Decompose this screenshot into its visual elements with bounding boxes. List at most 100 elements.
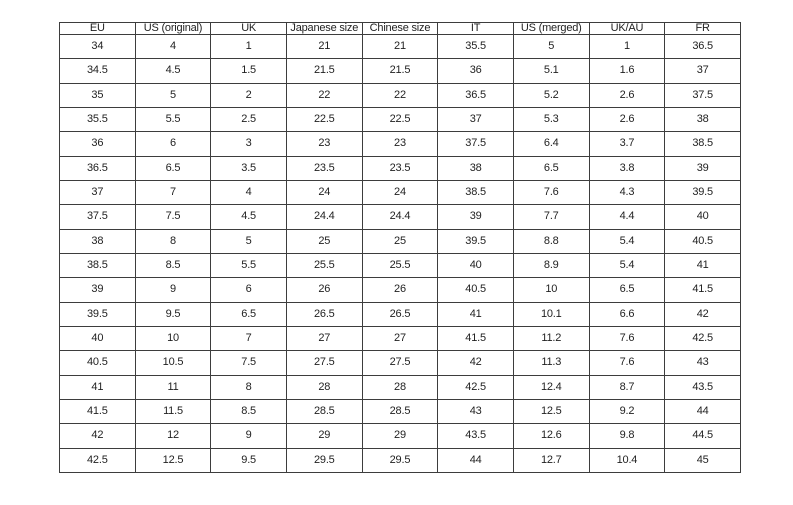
table-cell: 22.5 — [361, 106, 439, 133]
table-row: 40 10 7 27 27 41.5 11.2 7.6 42.5 — [59, 325, 741, 352]
table-cell: 26 — [285, 277, 363, 303]
table-cell: 23.5 — [285, 155, 363, 181]
table-cell: 27.5 — [361, 350, 439, 376]
table-cell: 7 — [210, 325, 287, 352]
table-cell: 1.6 — [588, 58, 666, 84]
table-cell: 10 — [134, 325, 212, 352]
table-cell: 41.5 — [664, 277, 741, 303]
table-row: 42 12 9 29 29 43.5 12.6 9.8 44.5 — [59, 423, 741, 449]
table-cell: 5.1 — [512, 58, 590, 84]
table-cell: 35.5 — [59, 106, 136, 133]
table-cell: 36 — [59, 131, 136, 157]
table-cell: 2.6 — [588, 106, 666, 133]
table-row: 34 4 1 21 21 35.5 5 1 36.5 — [59, 33, 741, 60]
table-cell: 4 — [210, 179, 287, 206]
table-cell: 44 — [437, 447, 514, 474]
column-header-eu: EU — [59, 22, 136, 35]
table-cell: 25 — [361, 228, 439, 254]
column-header-it: IT — [437, 22, 514, 35]
table-cell: 34.5 — [59, 58, 136, 84]
table-cell: 39 — [59, 277, 136, 303]
table-cell: 8.5 — [210, 398, 287, 425]
table-cell: 7 — [134, 179, 212, 206]
header-row: EU US (original) UK Japanese size Chinese si… — [59, 22, 741, 35]
table-cell: 44 — [664, 398, 741, 425]
table-cell: 41 — [664, 252, 741, 279]
table-cell: 22 — [285, 82, 363, 108]
table-cell: 36.5 — [59, 155, 136, 181]
table-row: 35 5 2 22 22 36.5 5.2 2.6 37.5 — [59, 82, 741, 108]
table-cell: 5.2 — [512, 82, 590, 108]
table-row: 39 9 6 26 26 40.5 10 6.5 41.5 — [59, 277, 741, 303]
table-row: 37 7 4 24 24 38.5 7.6 4.3 39.5 — [59, 179, 741, 206]
table-cell: 11.2 — [512, 325, 590, 352]
table-cell: 3 — [210, 131, 287, 157]
table-cell: 29 — [285, 423, 363, 449]
table-cell: 22.5 — [285, 106, 363, 133]
table-row: 36.5 6.5 3.5 23.5 23.5 38 6.5 3.8 39 — [59, 155, 741, 181]
table-row: 38 8 5 25 25 39.5 8.8 5.4 40.5 — [59, 228, 741, 254]
table-cell: 7.6 — [588, 350, 666, 376]
table-cell: 21 — [285, 33, 363, 60]
table-cell: 7.6 — [588, 325, 666, 352]
table-cell: 29.5 — [285, 447, 363, 474]
table-cell: 5.4 — [588, 252, 666, 279]
table-cell: 26.5 — [361, 301, 439, 327]
table-cell: 38.5 — [664, 131, 741, 157]
table-cell: 36.5 — [437, 82, 514, 108]
table-cell: 1 — [210, 33, 287, 60]
table-cell: 10 — [512, 277, 590, 303]
column-header-fr: FR — [664, 22, 741, 35]
table-row: 37.5 7.5 4.5 24.4 24.4 39 7.7 4.4 40 — [59, 204, 741, 230]
table-cell: 43 — [664, 350, 741, 376]
table-cell: 23.5 — [361, 155, 439, 181]
table-cell: 5.5 — [210, 252, 287, 279]
table-cell: 8.5 — [134, 252, 212, 279]
table-cell: 9.5 — [210, 447, 287, 474]
table-cell: 23 — [361, 131, 439, 157]
table-cell: 2 — [210, 82, 287, 108]
table-cell: 40 — [664, 204, 741, 230]
table-cell: 8 — [210, 374, 287, 400]
table-cell: 39 — [437, 204, 514, 230]
table-cell: 24 — [285, 179, 363, 206]
table-cell: 41 — [437, 301, 514, 327]
table-cell: 9 — [210, 423, 287, 449]
table-cell: 6.6 — [588, 301, 666, 327]
table-cell: 10.5 — [134, 350, 212, 376]
column-header-us-merged: US (merged) — [512, 22, 590, 35]
table-cell: 37.5 — [437, 131, 514, 157]
table-cell: 28 — [361, 374, 439, 400]
table-cell: 11 — [134, 374, 212, 400]
table-cell: 4.3 — [588, 179, 666, 206]
table-row: 42.5 12.5 9.5 29.5 29.5 44 12.7 10.4 45 — [59, 447, 741, 474]
table-cell: 28 — [285, 374, 363, 400]
table-cell: 12.5 — [134, 447, 212, 474]
table-cell: 10.4 — [588, 447, 666, 474]
table-cell: 41.5 — [437, 325, 514, 352]
table-cell: 42.5 — [664, 325, 741, 352]
table-cell: 6.5 — [588, 277, 666, 303]
table-cell: 1.5 — [210, 58, 287, 84]
table-cell: 1 — [588, 33, 666, 60]
table-cell: 42 — [664, 301, 741, 327]
table-cell: 28.5 — [361, 398, 439, 425]
table-cell: 26 — [361, 277, 439, 303]
table-cell: 42.5 — [437, 374, 514, 400]
table-cell: 7.6 — [512, 179, 590, 206]
column-header-uk-au: UK/AU — [588, 22, 666, 35]
table-cell: 3.5 — [210, 155, 287, 181]
table-cell: 4 — [134, 33, 212, 60]
table-cell: 21.5 — [361, 58, 439, 84]
table-cell: 40.5 — [59, 350, 136, 376]
table-cell: 8.9 — [512, 252, 590, 279]
table-cell: 5 — [512, 33, 590, 60]
table-cell: 6.5 — [512, 155, 590, 181]
table-cell: 41.5 — [59, 398, 136, 425]
table-cell: 7.5 — [210, 350, 287, 376]
table-cell: 29.5 — [361, 447, 439, 474]
table-cell: 37 — [437, 106, 514, 133]
table-cell: 43.5 — [664, 374, 741, 400]
table-cell: 21.5 — [285, 58, 363, 84]
table-cell: 3.8 — [588, 155, 666, 181]
